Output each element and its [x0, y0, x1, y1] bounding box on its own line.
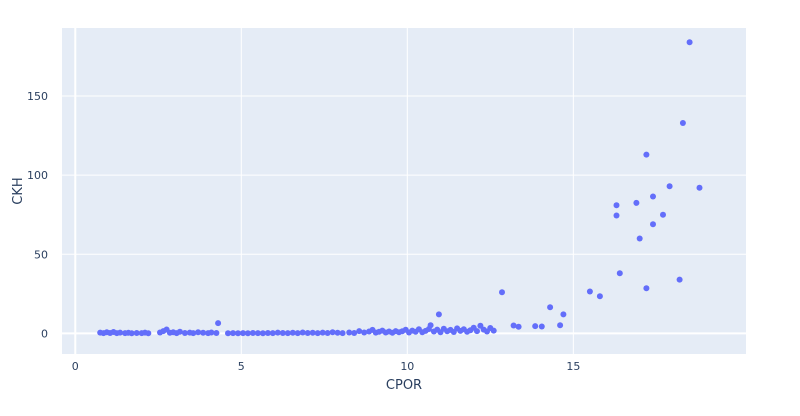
data-point	[133, 330, 140, 336]
data-point	[225, 330, 231, 337]
data-point	[244, 330, 251, 337]
data-point	[329, 329, 336, 336]
data-point	[351, 330, 358, 336]
data-point	[696, 184, 703, 191]
data-point	[435, 311, 442, 318]
data-point	[294, 330, 301, 337]
data-point	[356, 328, 363, 335]
plot-area	[62, 28, 746, 354]
data-point	[324, 330, 331, 336]
data-point	[181, 330, 188, 336]
x-tick-label: 10	[400, 360, 414, 373]
data-point	[532, 323, 539, 330]
data-point	[650, 221, 656, 228]
data-point	[176, 328, 183, 335]
data-points	[97, 39, 703, 337]
data-point	[254, 330, 261, 337]
data-point	[633, 199, 640, 206]
data-point	[230, 330, 236, 337]
data-point	[215, 320, 222, 327]
data-point	[304, 330, 311, 336]
data-point	[686, 39, 693, 46]
data-point	[235, 330, 241, 337]
data-point	[289, 329, 296, 336]
data-point	[195, 329, 202, 336]
x-tick-label: 5	[238, 360, 245, 373]
data-point	[274, 329, 281, 336]
data-point	[145, 330, 152, 337]
data-point	[259, 330, 266, 337]
x-tick-labels: 0 5 10 15	[72, 360, 581, 373]
data-point	[279, 330, 286, 336]
data-point	[547, 304, 554, 311]
y-tick-labels: 0 50 100 150	[27, 90, 48, 340]
data-point	[650, 193, 656, 200]
data-point	[264, 330, 271, 336]
y-tick-label: 100	[27, 169, 48, 182]
data-point	[128, 330, 135, 337]
data-point	[616, 270, 623, 277]
data-point	[249, 330, 256, 336]
data-point	[613, 212, 620, 219]
data-point	[319, 329, 326, 336]
data-point	[660, 211, 666, 218]
data-point	[586, 288, 593, 295]
data-point	[676, 276, 683, 283]
data-point	[213, 330, 220, 336]
data-point	[643, 151, 650, 158]
data-point	[596, 293, 603, 300]
data-point	[515, 323, 522, 330]
data-point	[334, 329, 341, 336]
data-point	[314, 330, 321, 337]
data-point	[309, 329, 316, 336]
y-tick-label: 50	[34, 248, 48, 261]
data-point	[538, 323, 545, 330]
x-tick-label: 15	[566, 360, 580, 373]
data-point	[510, 322, 517, 329]
data-point	[200, 329, 207, 336]
data-point	[269, 330, 276, 337]
data-point	[346, 329, 353, 336]
grid-lines	[62, 28, 746, 354]
data-point	[474, 328, 480, 335]
data-point	[117, 329, 124, 336]
data-point	[240, 330, 246, 337]
data-point	[560, 311, 567, 318]
data-point	[427, 322, 434, 329]
data-point	[339, 330, 346, 337]
data-point	[490, 327, 497, 334]
data-point	[636, 235, 643, 242]
x-axis-title: CPOR	[386, 378, 422, 393]
x-tick-label: 0	[72, 360, 79, 373]
data-point	[208, 329, 215, 336]
data-point	[643, 285, 650, 292]
data-point	[299, 329, 306, 336]
data-point	[190, 330, 197, 337]
data-point	[679, 120, 686, 126]
y-tick-label: 150	[27, 90, 48, 103]
data-point	[613, 202, 620, 209]
data-point	[284, 330, 291, 337]
y-axis-title: CKH	[11, 177, 26, 204]
data-point	[666, 183, 673, 190]
data-point	[557, 322, 564, 329]
data-point	[361, 329, 368, 336]
data-point	[499, 289, 505, 296]
y-tick-label: 0	[41, 327, 48, 340]
